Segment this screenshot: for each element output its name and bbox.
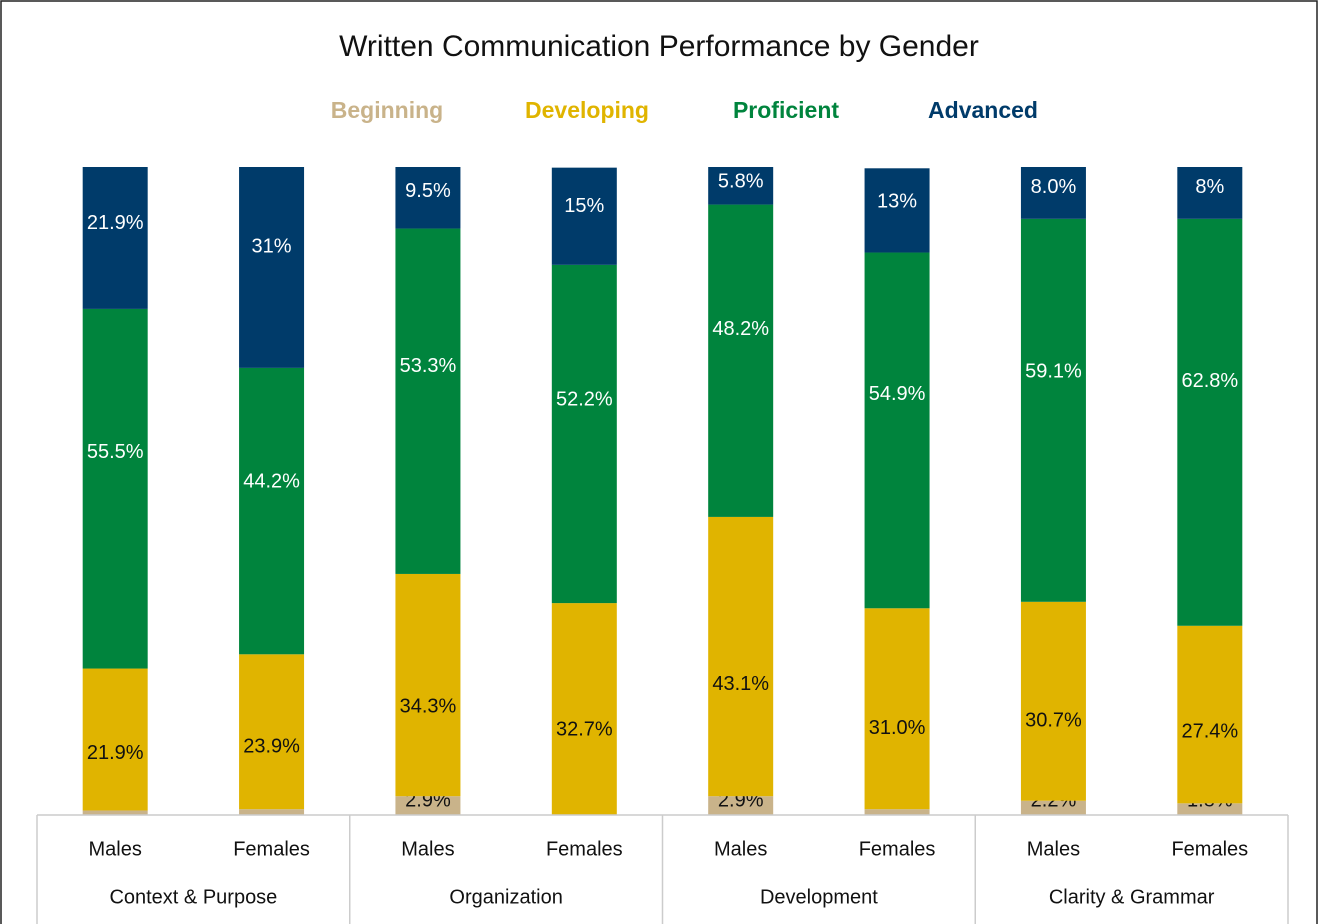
chart-title: Written Communication Performance by Gen… <box>339 30 979 63</box>
bar-segment <box>82 668 148 811</box>
x-tick-label: Males <box>401 838 454 860</box>
data-label: 21.9% <box>87 742 144 764</box>
data-label: 15% <box>564 195 604 217</box>
data-label: 54.9% <box>869 383 926 405</box>
data-label: 23.9% <box>243 736 300 758</box>
bar-segment <box>708 204 774 517</box>
bar-segment <box>1177 167 1243 219</box>
group-label: Clarity & Grammar <box>1049 886 1215 908</box>
bar-segment <box>1177 625 1243 804</box>
data-label: 48.2% <box>712 318 769 340</box>
data-label: 30.7% <box>1025 709 1082 731</box>
bar-segment <box>82 167 148 309</box>
bar-segment <box>708 167 774 205</box>
data-label: 59.1% <box>1025 360 1082 382</box>
x-tick-label: Females <box>859 838 936 860</box>
bar-segment <box>1020 167 1086 219</box>
data-label: 62.8% <box>1181 370 1238 392</box>
group-label: Development <box>760 886 878 908</box>
bar-segment <box>395 796 461 815</box>
bar-segment <box>864 168 930 253</box>
bar-segment <box>1020 601 1086 801</box>
bar-segment <box>395 228 461 574</box>
bar-segment <box>1020 218 1086 602</box>
legend-label: Developing <box>525 97 649 123</box>
data-label: 13% <box>877 190 917 212</box>
bar-segment <box>708 796 774 815</box>
bar-segment <box>551 603 617 815</box>
data-label: 32.7% <box>556 719 613 741</box>
data-label: 44.2% <box>243 471 300 493</box>
data-label: 5.8% <box>718 170 764 192</box>
bar-segment <box>395 167 461 229</box>
x-tick-label: Females <box>233 838 310 860</box>
group-label: Context & Purpose <box>109 886 277 908</box>
data-label: 27.4% <box>1181 721 1238 743</box>
legend-label: Proficient <box>733 97 839 123</box>
bar-segment <box>551 264 617 604</box>
x-tick-label: Females <box>546 838 623 860</box>
legend-label: Beginning <box>331 97 443 123</box>
bar-segment <box>864 252 930 609</box>
x-tick-label: Males <box>89 838 142 860</box>
data-label: 21.9% <box>87 212 144 234</box>
bar-segment <box>1020 800 1086 815</box>
data-label: 8.0% <box>1031 176 1077 198</box>
data-label: 31.0% <box>869 717 926 739</box>
x-tick-label: Males <box>1027 838 1080 860</box>
bar-segment <box>82 308 148 669</box>
data-label: 55.5% <box>87 441 144 463</box>
bar-segment <box>864 608 930 810</box>
data-label: 8% <box>1195 176 1224 198</box>
data-label: 53.3% <box>400 355 457 377</box>
bar-segment <box>864 809 930 815</box>
bar-segment <box>708 516 774 797</box>
bar-segment <box>551 167 617 265</box>
data-label: 43.1% <box>712 673 769 695</box>
bar-segment <box>1177 218 1243 626</box>
bar-segment <box>1177 803 1243 815</box>
data-label: 34.3% <box>400 696 457 718</box>
data-label: 9.5% <box>405 180 451 202</box>
bar-segment <box>239 654 305 810</box>
bar-segment <box>239 809 305 815</box>
x-tick-label: Males <box>714 838 767 860</box>
data-label: 31% <box>252 236 292 258</box>
bar-segment <box>239 367 305 655</box>
bar-segment <box>395 573 461 797</box>
legend-label: Advanced <box>928 97 1038 123</box>
bar-segment <box>82 810 148 815</box>
bar-segment <box>239 167 305 368</box>
x-tick-label: Females <box>1171 838 1248 860</box>
group-label: Organization <box>449 886 562 908</box>
data-label: 52.2% <box>556 388 613 410</box>
